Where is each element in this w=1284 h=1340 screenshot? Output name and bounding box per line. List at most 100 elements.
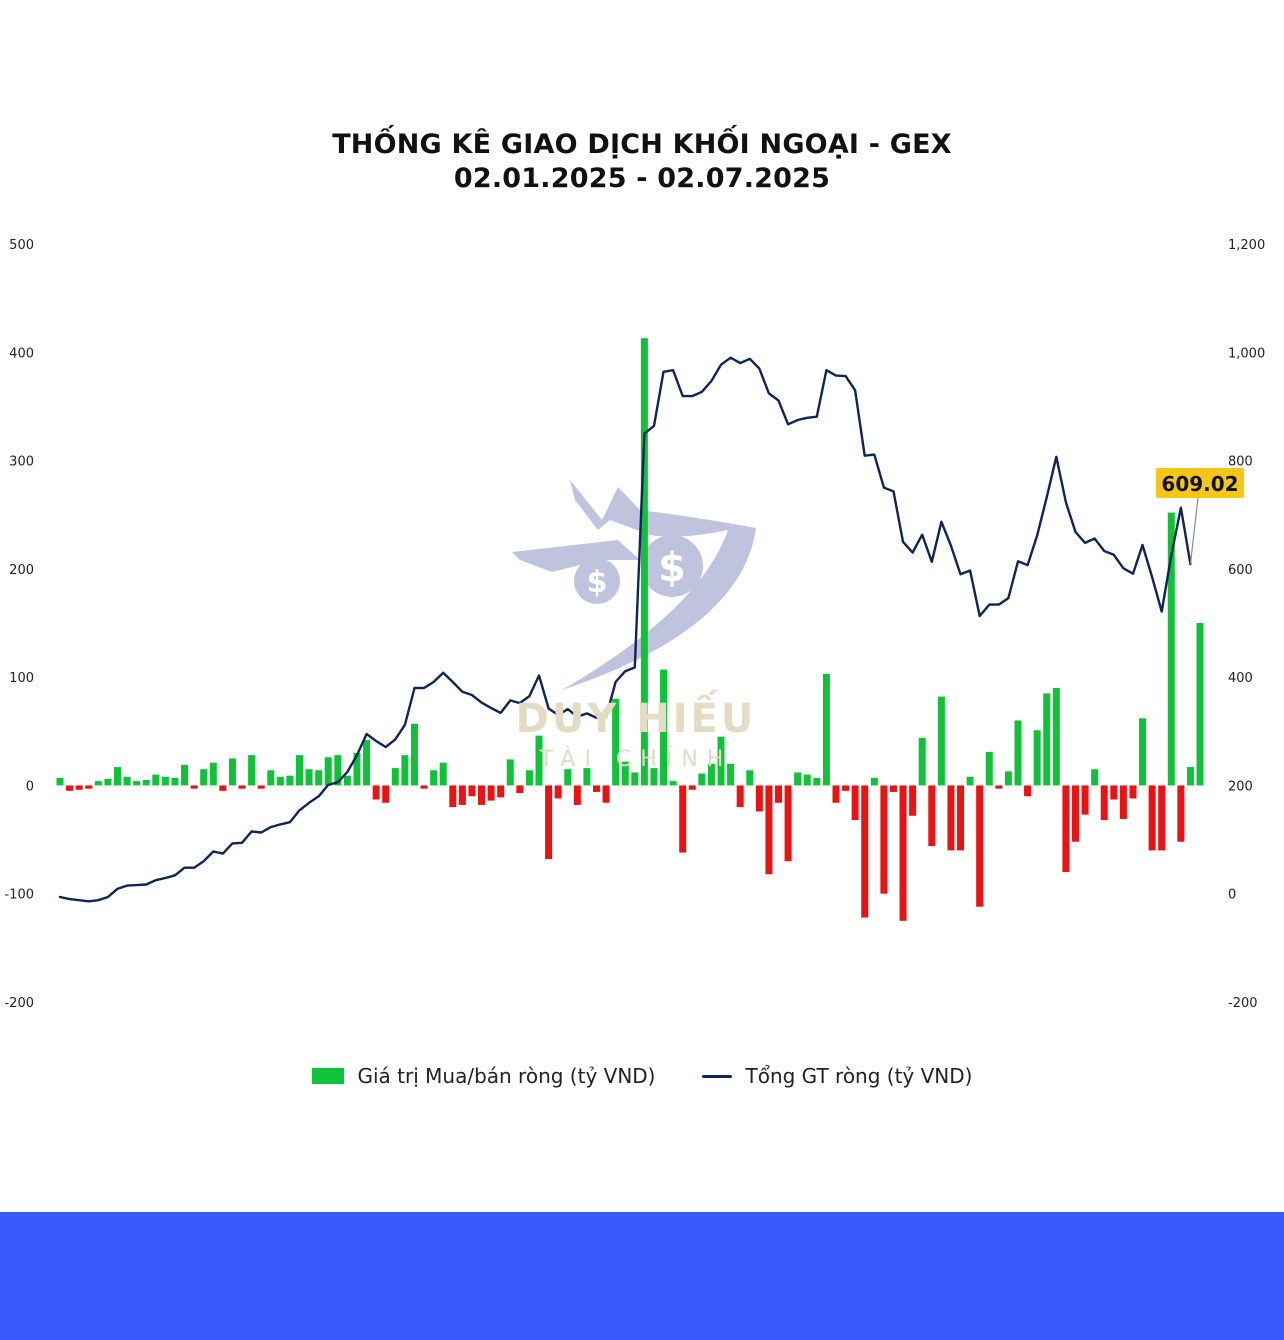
bar-positive [631,772,639,786]
right-axis-tick-label: 1,000 [1228,346,1265,361]
watermark-swoosh-shape [512,540,640,572]
right-axis-tick-label: 600 [1228,563,1253,578]
legend-swatch-line [701,1074,732,1078]
bar-negative [1071,785,1079,842]
bar-negative [257,785,265,789]
bar-negative [420,785,428,789]
chart-legend: Giá trị Mua/bán ròng (tỷ VND) Tổng GT rò… [0,1064,1284,1088]
bar-negative [1062,785,1070,873]
bar-negative [736,785,744,808]
bar-positive [430,770,438,786]
bar-positive [181,764,189,786]
bar-negative [842,785,850,791]
bar-positive [209,762,217,786]
bar-negative [957,785,965,851]
bar-negative [1148,785,1156,851]
bar-positive [267,770,275,786]
bar-negative [382,785,390,803]
bar-negative [1158,785,1166,851]
legend-item-net-value: Giá trị Mua/bán ròng (tỷ VND) [311,1064,656,1088]
bar-positive [650,768,658,786]
bar-positive [966,776,974,786]
bar-positive [200,769,208,786]
bar-positive [1167,512,1175,786]
left-axis-tick-label: 300 [9,455,34,470]
bar-negative [1129,785,1137,799]
bar-positive [104,778,112,786]
bar-positive [228,758,236,786]
bar-negative [85,785,93,789]
bar-positive [56,777,64,786]
bar-negative [602,785,610,803]
bar-negative [784,785,792,862]
bar-positive [794,772,802,786]
bar-positive [640,338,648,786]
bar-negative [976,785,984,907]
bar-negative [449,785,457,808]
bar-positive [94,781,102,786]
bar-negative [889,785,897,792]
bar-positive [152,774,160,786]
bar-positive [133,781,141,786]
bar-negative [1110,785,1118,800]
bar-positive [343,775,351,786]
bar-positive [1014,720,1022,786]
bar-positive [985,751,993,786]
bar-negative [861,785,869,918]
bar-positive [1186,767,1194,786]
bar-positive [583,768,591,786]
bar-positive [612,698,620,786]
bar-negative [190,785,198,789]
bar-positive [822,673,830,786]
bar-positive [698,773,706,786]
bar-positive [803,774,811,786]
legend-item-cumulative: Tổng GT ròng (tỷ VND) [701,1064,973,1088]
bar-negative [238,785,246,789]
bar-negative [592,785,600,792]
bar-negative [372,785,380,800]
left-axis-tick-label: 400 [9,346,34,361]
bar-positive [1033,730,1041,786]
bar-negative [554,785,562,799]
bar-positive [401,755,409,786]
legend-swatch-bar [311,1068,344,1084]
chart-area: $ $ -200 -100 0 100 200 300 400 500 -200 0 200 400… [4,238,1265,1011]
bar-positive [1196,623,1204,786]
bar-negative [458,785,466,805]
right-axis-tick-label: -200 [1228,996,1258,1011]
bar-positive [363,739,371,786]
bar-negative [545,785,553,860]
last-value-callout: 609.02 [1156,468,1244,565]
bar-positive [564,769,572,786]
watermark-logo: $ $ [512,480,756,690]
bar-positive [918,737,926,786]
bar-positive [113,767,121,786]
bar-positive [439,762,447,786]
right-y-axis: -200 0 200 400 600 800 1,000 1,200 [1228,238,1265,1011]
bar-positive [525,770,533,786]
bar-positive [1091,769,1099,786]
bar-negative [851,785,859,821]
left-y-axis: -200 -100 0 100 200 300 400 500 [4,238,34,1011]
bar-positive [142,780,150,786]
bar-positive [937,696,945,786]
bar-negative [1024,785,1032,797]
bar-positive [535,735,543,786]
watermark-shield-shape [562,480,756,690]
bar-negative [573,785,581,805]
bar-negative [688,785,696,790]
bar-positive [324,757,332,786]
right-axis-tick-label: 800 [1228,455,1253,470]
bar-positive [391,768,399,786]
legend-label-cumulative: Tổng GT ròng (tỷ VND) [745,1064,973,1088]
callout-value-label: 609.02 [1161,472,1238,496]
bar-negative [497,785,505,798]
chart-subtitle-date-range: 02.01.2025 - 02.07.2025 [453,163,831,194]
watermark-coin-large-glyph: $ [658,545,686,591]
bar-negative [928,785,936,847]
bar-negative [909,785,917,816]
right-axis-tick-label: 200 [1228,779,1253,794]
bar-positive [248,755,256,786]
bar-negative [1177,785,1185,842]
chart-title-line-1: THỐNG KÊ GIAO DỊCH KHỐI NGOẠI - GEX [332,129,952,160]
